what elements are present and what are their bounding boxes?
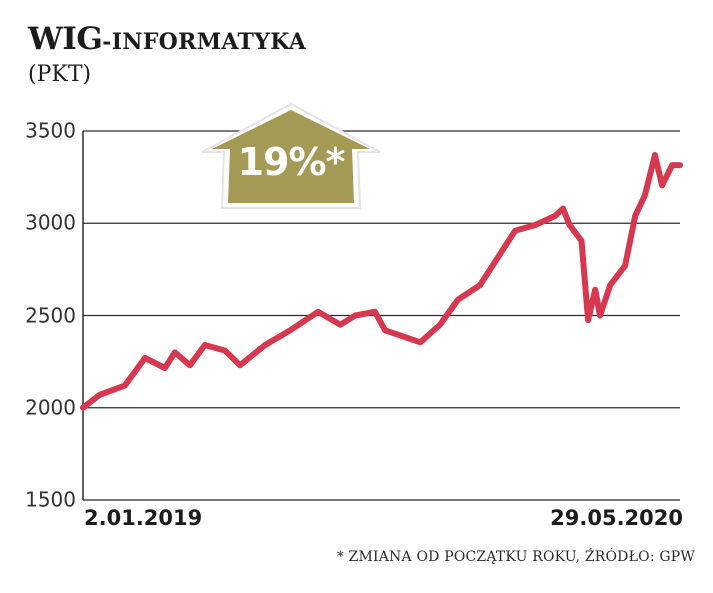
- x-label-start: 2.01.2019: [84, 506, 203, 530]
- y-tick-label: 3000: [25, 210, 76, 235]
- chart-title: WIG-INFORMATYKA: [28, 24, 306, 55]
- y-tick-label: 3500: [25, 118, 76, 143]
- y-tick-label: 2500: [25, 303, 76, 328]
- up-arrow-badge: [201, 102, 381, 209]
- badge-label: 19%*: [237, 140, 346, 184]
- arrow-up-icon: [212, 110, 370, 203]
- chart-title-sub: -INFORMATYKA: [102, 29, 307, 55]
- y-tick-label: 1500: [25, 487, 76, 512]
- y-tick-label: 2000: [25, 395, 76, 420]
- data-line: [80, 152, 683, 411]
- chart-unit: (PKT): [28, 62, 92, 87]
- footnote-source: * ZMIANA OD POCZĄTKU ROKU, ŹRÓDŁO: GPW: [336, 549, 695, 565]
- gridlines: [83, 130, 680, 501]
- x-label-end: 29.05.2020: [550, 506, 683, 530]
- chart-title-main: WIG: [28, 21, 103, 57]
